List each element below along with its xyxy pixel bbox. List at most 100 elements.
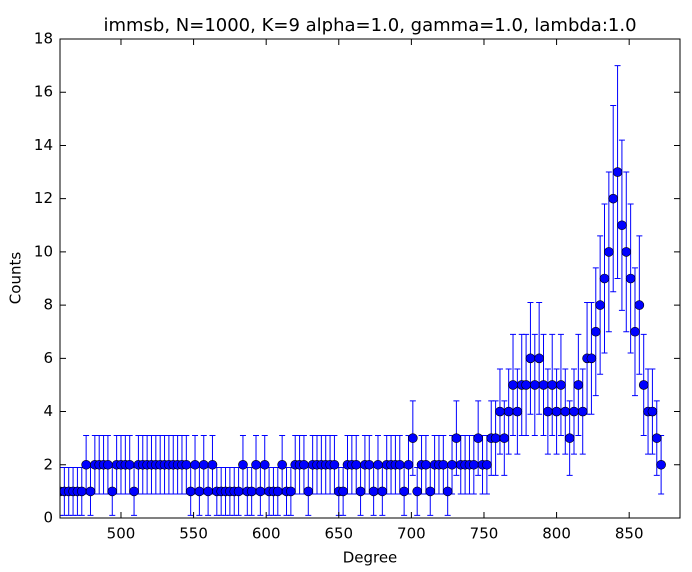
x-tick-label: 600: [252, 525, 281, 543]
data-point: [203, 486, 213, 497]
x-tick-label: 850: [615, 525, 644, 543]
y-tick-label: 16: [34, 83, 53, 101]
data-point: [76, 486, 87, 497]
data-point: [364, 459, 375, 470]
data-point: [508, 380, 518, 390]
data-point: [586, 353, 597, 364]
data-point: [503, 406, 514, 417]
data-point: [530, 380, 540, 390]
data-point: [238, 459, 248, 470]
data-point: [451, 433, 462, 443]
data-point: [299, 459, 309, 470]
data-point: [194, 486, 205, 497]
data-point: [577, 406, 588, 417]
x-tick-label: 800: [542, 525, 571, 543]
data-point: [233, 486, 244, 497]
data-point: [630, 326, 640, 337]
data-point: [547, 380, 558, 390]
data-point: [651, 433, 662, 443]
data-point: [329, 459, 340, 470]
plot-frame: [59, 38, 681, 519]
data-point: [399, 486, 409, 497]
data-point: [412, 486, 422, 497]
data-point: [604, 247, 614, 257]
data-point: [408, 433, 418, 443]
data-point: [647, 406, 658, 417]
y-tick-label: 0: [43, 509, 53, 527]
data-point: [564, 433, 575, 443]
data-point: [103, 459, 113, 470]
data-point: [442, 486, 453, 497]
x-tick-label: 700: [397, 525, 426, 543]
chart-title: immsb, N=1000, K=9 alpha=1.0, gamma=1.0,…: [103, 15, 636, 36]
data-point: [207, 459, 218, 470]
data-point: [272, 486, 283, 497]
y-tick-label: 12: [34, 189, 53, 207]
y-tick-label: 4: [43, 402, 53, 420]
data-point: [525, 353, 536, 364]
data-point: [625, 273, 636, 284]
data-point: [303, 486, 314, 497]
data-point: [447, 459, 457, 470]
data-point: [569, 406, 579, 417]
data-point: [181, 459, 192, 470]
data-point: [403, 459, 414, 470]
data-point: [251, 459, 261, 470]
x-tick-label: 750: [470, 525, 499, 543]
data-point: [621, 247, 632, 257]
data-point: [185, 486, 196, 497]
data-point: [482, 459, 492, 470]
data-point: [473, 433, 483, 443]
data-point: [277, 459, 287, 470]
data-point: [521, 380, 531, 390]
plot-area: [60, 39, 680, 518]
data-point: [373, 459, 383, 470]
data-point: [246, 486, 257, 497]
y-tick-label: 14: [34, 136, 53, 154]
x-tick-label: 650: [324, 525, 353, 543]
data-point: [286, 486, 296, 497]
data-point: [512, 406, 523, 417]
data-point: [490, 433, 501, 443]
data-point: [107, 486, 118, 497]
data-point: [595, 300, 605, 310]
data-point: [656, 459, 666, 470]
x-axis-label: Degree: [343, 549, 398, 567]
y-tick-label: 6: [43, 349, 53, 367]
data-point: [421, 459, 431, 470]
data-point: [81, 459, 91, 470]
data-point: [538, 380, 549, 390]
data-point: [129, 486, 139, 497]
y-tick-label: 18: [34, 30, 53, 48]
data-point: [255, 486, 266, 497]
data-point: [355, 486, 366, 497]
data-point: [617, 220, 627, 231]
data-point: [377, 486, 388, 497]
data-point: [425, 486, 436, 497]
data-point: [599, 273, 610, 284]
data-point: [573, 380, 584, 390]
data-layer: [60, 65, 666, 516]
x-tick-label: 500: [107, 525, 136, 543]
data-point: [556, 380, 566, 390]
data-point: [394, 459, 405, 470]
data-point: [469, 459, 479, 470]
data-point: [634, 300, 645, 310]
data-point: [551, 406, 562, 417]
y-tick-label: 2: [43, 455, 53, 473]
data-point: [368, 486, 379, 497]
data-point: [499, 433, 510, 443]
data-point: [438, 459, 449, 470]
data-point: [124, 459, 135, 470]
data-point: [560, 406, 571, 417]
y-tick-label: 10: [34, 242, 53, 260]
data-point: [612, 167, 623, 177]
y-tick-label: 8: [43, 296, 53, 314]
y-axis-label: Counts: [7, 252, 25, 305]
data-point: [351, 459, 362, 470]
data-point: [190, 459, 200, 470]
data-point: [638, 380, 649, 390]
data-point: [608, 193, 619, 204]
data-point: [590, 326, 601, 337]
